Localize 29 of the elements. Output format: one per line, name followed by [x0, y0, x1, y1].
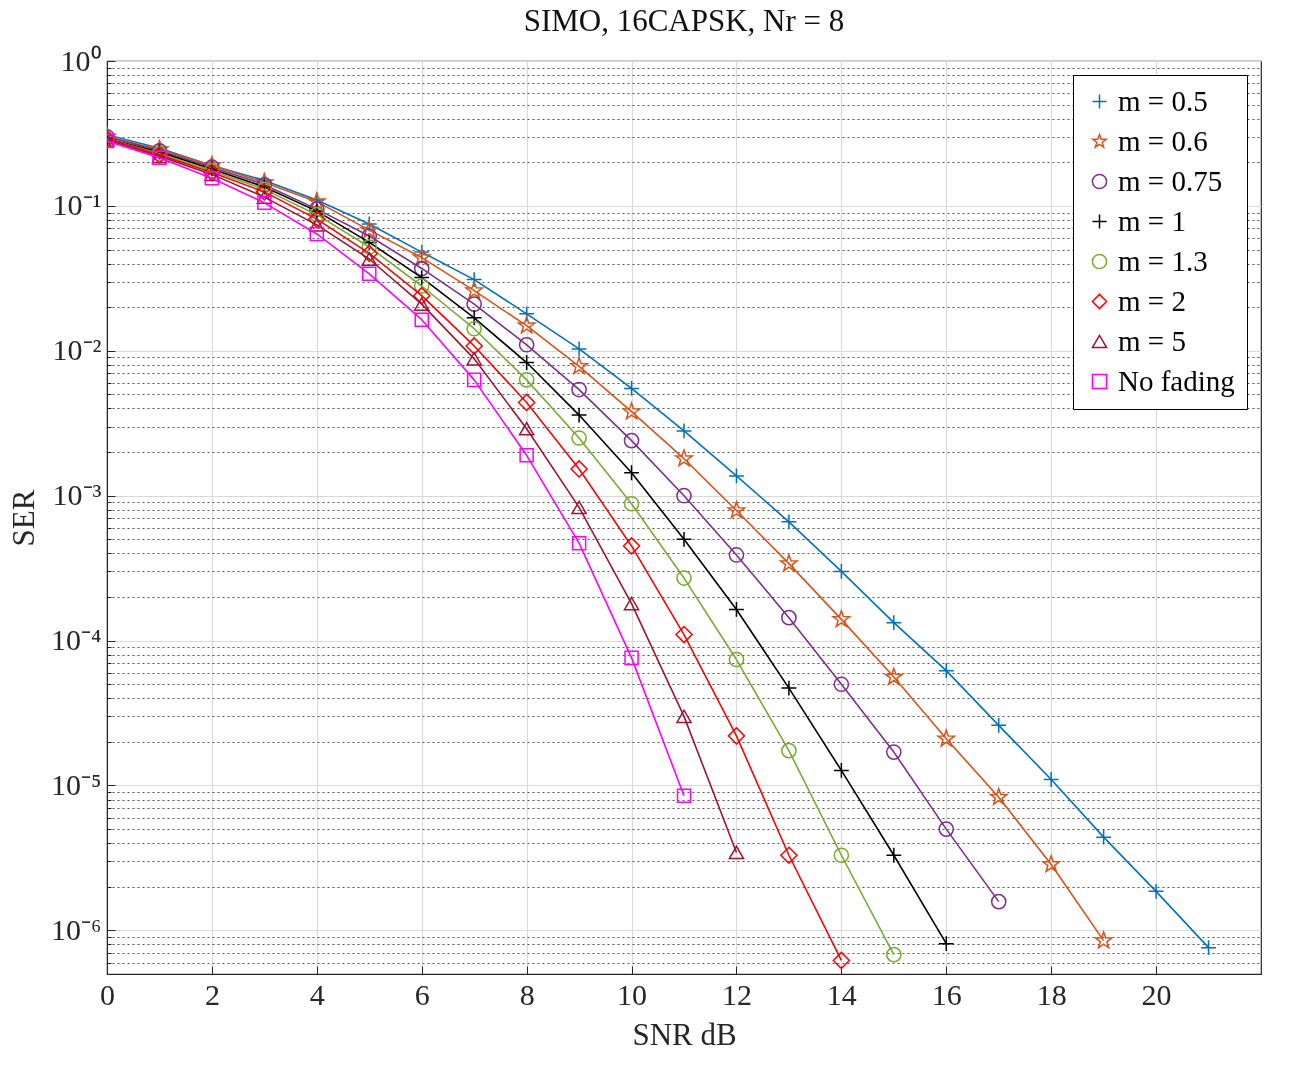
x-tick-label: 4 [309, 977, 325, 1011]
x-tick-label: 2 [204, 977, 220, 1011]
x-tick-label: 6 [414, 977, 430, 1011]
legend-label: m = 1 [1118, 204, 1186, 237]
legend-label: m = 1.3 [1118, 244, 1208, 277]
x-tick-label: 20 [1141, 977, 1172, 1011]
y-tick-label: 10⁻⁴ [51, 623, 102, 657]
legend-label: m = 5 [1118, 324, 1186, 357]
chart-title: SIMO, 16CAPSK, Nr = 8 [523, 3, 845, 38]
legend-label: m = 0.6 [1118, 124, 1208, 157]
y-tick-label: 10⁻⁵ [51, 767, 102, 801]
x-tick-label: 8 [519, 977, 535, 1011]
x-tick-label: 16 [931, 977, 962, 1011]
legend-label: m = 2 [1118, 284, 1186, 317]
x-tick-label: 14 [826, 977, 857, 1011]
legend-label: m = 0.75 [1118, 164, 1223, 197]
x-tick-label: 10 [617, 977, 648, 1011]
x-tick-label: 12 [721, 977, 752, 1011]
y-tick-label: 10⁻³ [52, 478, 102, 512]
y-tick-label: 10⁻¹ [52, 188, 102, 222]
legend-label: No fading [1118, 364, 1235, 397]
x-tick-label: 18 [1036, 977, 1067, 1011]
y-axis-title: SER [6, 489, 42, 547]
y-tick-label: 10⁻² [52, 333, 102, 367]
x-tick-label: 0 [100, 977, 115, 1011]
legend-label: m = 0.5 [1118, 84, 1208, 117]
x-axis-title: SNR dB [632, 1016, 737, 1052]
y-tick-label: 10⁻⁶ [51, 912, 102, 946]
y-tick-label: 10⁰ [60, 43, 102, 77]
